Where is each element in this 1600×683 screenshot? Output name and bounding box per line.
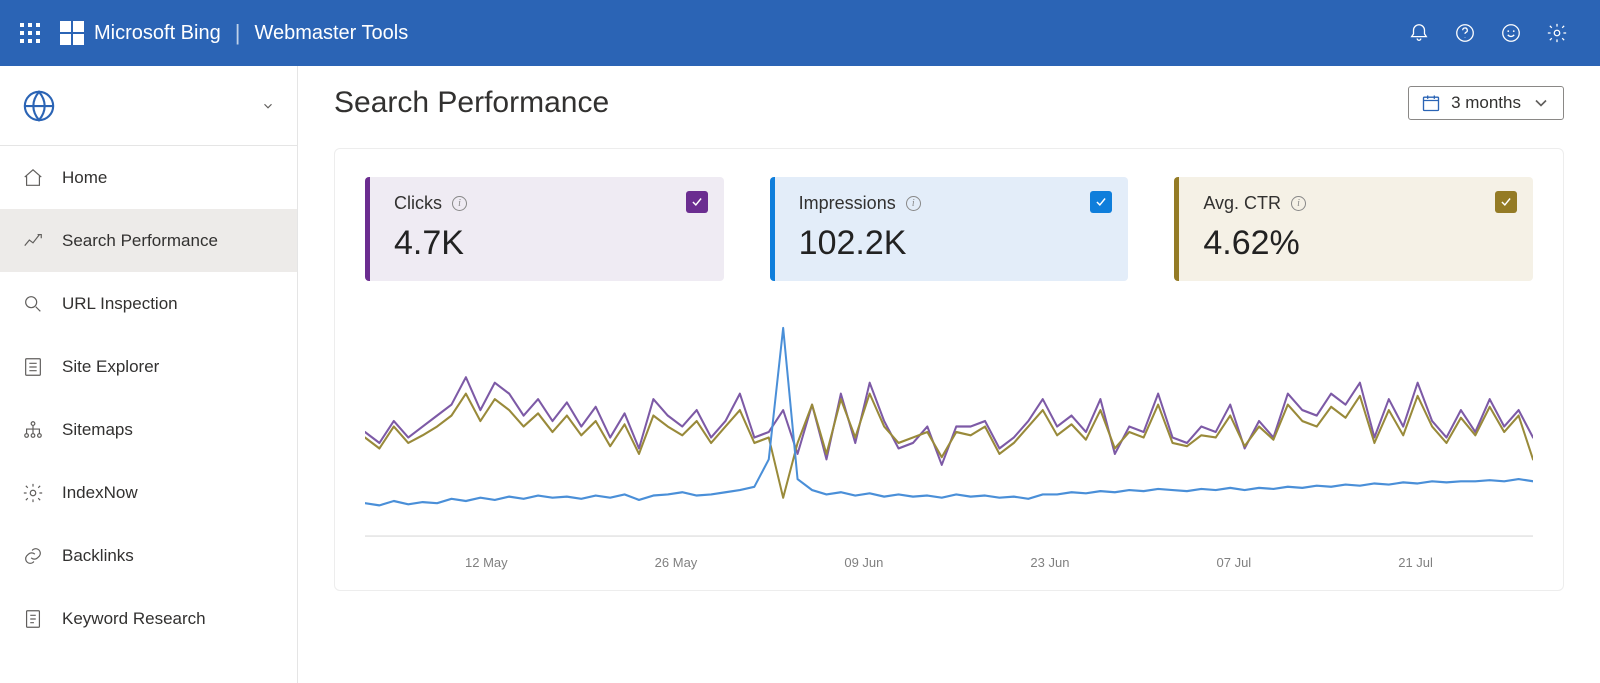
help-icon[interactable] [1442, 10, 1488, 56]
sidebar: Home Search Performance URL Inspection Site… [0, 66, 298, 683]
metric-card-clicks[interactable]: Clicks i 4.7K [365, 177, 724, 281]
info-icon[interactable]: i [906, 196, 921, 211]
metric-value: 102.2K [799, 224, 1109, 263]
search-icon [22, 293, 44, 315]
metric-toggle-checkbox[interactable] [1090, 191, 1112, 213]
chevron-down-icon [1531, 93, 1551, 113]
sitemap-icon [22, 419, 44, 441]
page-title: Search Performance [334, 86, 609, 120]
link-icon [22, 545, 44, 567]
chart-x-label: 23 Jun [1030, 555, 1069, 570]
sidebar-item-label: Sitemaps [62, 420, 133, 440]
chevron-down-icon [261, 99, 275, 113]
performance-panel: Clicks i 4.7K Impressions i 102.2K Avg. … [334, 148, 1564, 591]
home-icon [22, 167, 44, 189]
calendar-icon [1421, 93, 1441, 113]
sidebar-item-label: Keyword Research [62, 609, 206, 629]
metric-toggle-checkbox[interactable] [686, 191, 708, 213]
sidebar-item-label: Site Explorer [62, 357, 159, 377]
microsoft-logo-icon [60, 21, 84, 45]
chart-x-label: 21 Jul [1398, 555, 1433, 570]
metric-card-impressions[interactable]: Impressions i 102.2K [770, 177, 1129, 281]
metric-label: Clicks [394, 193, 442, 214]
site-selector[interactable] [0, 66, 297, 146]
info-icon[interactable]: i [452, 196, 467, 211]
brand-name: Microsoft Bing [94, 22, 221, 45]
sidebar-item-indexnow[interactable]: IndexNow [0, 461, 297, 524]
date-range-picker[interactable]: 3 months [1408, 86, 1564, 120]
chart-x-label: 26 May [655, 555, 698, 570]
brand-divider: | [235, 20, 241, 46]
chart-x-label: 07 Jul [1217, 555, 1252, 570]
gear-icon [22, 482, 44, 504]
metric-label: Avg. CTR [1203, 193, 1281, 214]
globe-icon [22, 89, 56, 123]
sidebar-item-search-performance[interactable]: Search Performance [0, 209, 297, 272]
app-launcher-icon[interactable] [20, 23, 40, 43]
doc-icon [22, 608, 44, 630]
metric-toggle-checkbox[interactable] [1495, 191, 1517, 213]
metric-value: 4.62% [1203, 224, 1513, 263]
chart-x-label: 09 Jun [844, 555, 883, 570]
metric-card-avg-ctr[interactable]: Avg. CTR i 4.62% [1174, 177, 1533, 281]
sidebar-item-keyword-research[interactable]: Keyword Research [0, 587, 297, 650]
sidebar-item-label: Search Performance [62, 231, 218, 251]
header-bar: Microsoft Bing | Webmaster Tools [0, 0, 1600, 66]
date-range-label: 3 months [1451, 93, 1521, 113]
list-icon [22, 356, 44, 378]
sidebar-item-label: Home [62, 168, 107, 188]
sidebar-item-backlinks[interactable]: Backlinks [0, 524, 297, 587]
info-icon[interactable]: i [1291, 196, 1306, 211]
sidebar-item-label: IndexNow [62, 483, 138, 503]
chart-x-label: 12 May [465, 555, 508, 570]
sidebar-item-site-explorer[interactable]: Site Explorer [0, 335, 297, 398]
chart-line-clicks [365, 377, 1533, 465]
sidebar-item-sitemaps[interactable]: Sitemaps [0, 398, 297, 461]
sidebar-item-label: Backlinks [62, 546, 134, 566]
performance-chart: 12 May 26 May 09 Jun 23 Jun 07 Jul 21 Jul [365, 317, 1533, 570]
metric-value: 4.7K [394, 224, 704, 263]
metric-label: Impressions [799, 193, 896, 214]
trend-icon [22, 230, 44, 252]
sidebar-item-url-inspection[interactable]: URL Inspection [0, 272, 297, 335]
chart-line-ctr [365, 394, 1533, 498]
settings-icon[interactable] [1534, 10, 1580, 56]
brand-subtitle: Webmaster Tools [254, 22, 408, 45]
feedback-icon[interactable] [1488, 10, 1534, 56]
sidebar-item-home[interactable]: Home [0, 146, 297, 209]
content-area: Search Performance 3 months Clicks i 4.7… [298, 66, 1600, 683]
sidebar-item-label: URL Inspection [62, 294, 178, 314]
notifications-icon[interactable] [1396, 10, 1442, 56]
